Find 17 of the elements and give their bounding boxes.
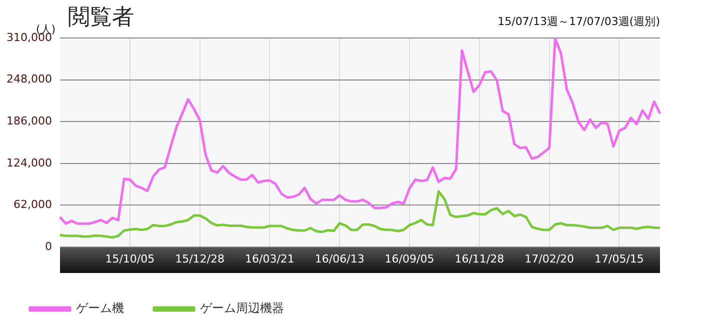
y-tick-label: 124,000 xyxy=(6,156,52,170)
chart-title: 閲覧者 xyxy=(68,4,134,32)
x-tick-label: 17/02/20 xyxy=(524,252,574,266)
y-tick-label: 62,000 xyxy=(14,198,52,212)
x-tick-label: 16/03/21 xyxy=(245,252,294,266)
x-tick-label: 16/11/28 xyxy=(454,252,504,266)
y-tick-label: 0 xyxy=(45,240,52,253)
chart-subtitle: 15/07/13週～17/07/03週(週別) xyxy=(498,14,660,29)
legend-label: ゲーム機 xyxy=(76,301,124,316)
x-tick-label: 15/10/05 xyxy=(105,252,155,266)
y-tick-label: 186,000 xyxy=(6,114,52,128)
x-tick-label: 16/09/05 xyxy=(384,252,434,266)
x-tick-label: 15/12/28 xyxy=(175,252,225,266)
x-tick-label: 17/05/15 xyxy=(594,252,644,266)
x-tick-label: 16/06/13 xyxy=(314,252,364,266)
legend-label: ゲーム周辺機器 xyxy=(200,301,284,316)
y-tick-label: 248,000 xyxy=(6,72,52,86)
